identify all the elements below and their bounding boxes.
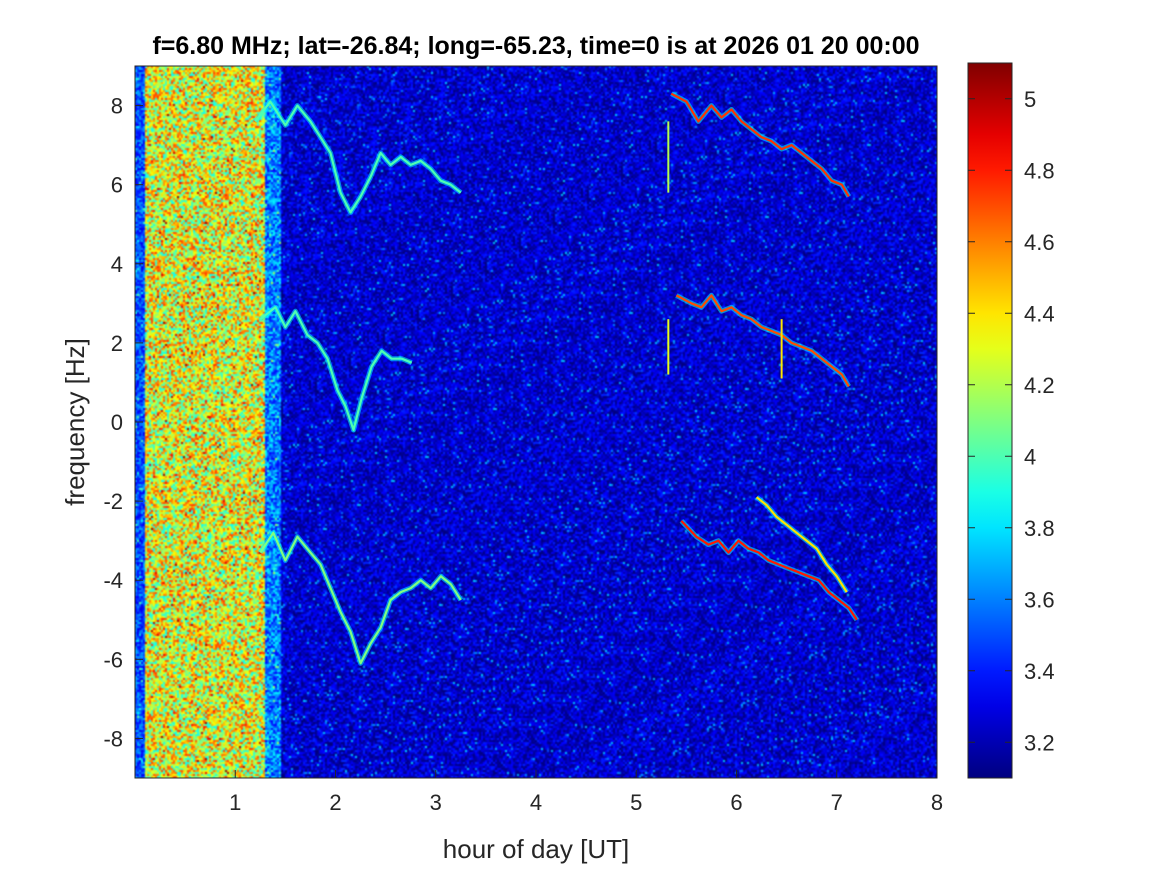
echo-trace-2 — [259, 306, 413, 431]
echo-trace-7 — [755, 496, 848, 593]
y-axis-label: frequency [Hz] — [60, 338, 90, 506]
x-axis: 1 2 3 4 5 6 7 8 — [229, 770, 943, 815]
x-axis-label: hour of day [UT] — [443, 834, 629, 864]
colorbar-tick-label: 3.6 — [1024, 587, 1055, 612]
y-axis: -8 -6 -4 -2 0 2 4 6 8 — [103, 94, 143, 751]
echo-trace-3 — [259, 531, 462, 665]
y-tick-label: -2 — [103, 489, 123, 514]
colorbar: 3.2 3.4 3.6 3.8 4 4.2 4.4 4.6 4.8 5 — [967, 62, 1055, 779]
y-tick-label: 0 — [111, 410, 123, 435]
colorbar-tick-label: 4.6 — [1024, 230, 1055, 255]
echo-trace-5 — [675, 294, 850, 387]
chart-title: f=6.80 MHz; lat=-26.84; long=-65.23, tim… — [152, 32, 919, 60]
plot-area — [134, 65, 938, 779]
y-tick-label: 6 — [111, 173, 123, 198]
x-tick-label: 4 — [530, 790, 542, 815]
colorbar-tick-label: 4.4 — [1024, 301, 1055, 326]
echo-trace-6 — [680, 520, 858, 621]
x-tick-label: 3 — [430, 790, 442, 815]
spectrogram-heatmap — [135, 66, 937, 778]
colorbar-tick-label: 4.2 — [1024, 373, 1055, 398]
x-tick-label: 5 — [630, 790, 642, 815]
x-tick-label: 2 — [329, 790, 341, 815]
y-tick-label: -8 — [103, 726, 123, 751]
colorbar-tick-label: 3.2 — [1024, 730, 1055, 755]
colorbar-tick-label: 4.8 — [1024, 158, 1055, 183]
colorbar-tick-label: 3.8 — [1024, 516, 1055, 541]
trace-layer — [253, 91, 859, 666]
y-tick-label: 2 — [111, 331, 123, 356]
colorbar-tick-label: 4 — [1024, 444, 1036, 469]
echo-trace-1 — [254, 100, 462, 214]
y-tick-label: 8 — [111, 94, 123, 119]
x-tick-label: 1 — [229, 790, 241, 815]
x-tick-label: 7 — [831, 790, 843, 815]
colorbar-tick-label: 3.4 — [1024, 659, 1055, 684]
y-tick-label: 4 — [111, 252, 123, 277]
colorbar-ticks: 3.2 3.4 3.6 3.8 4 4.2 4.4 4.6 4.8 5 — [968, 87, 1055, 755]
y-tick-label: -4 — [103, 568, 123, 593]
colorbar-tick-label: 5 — [1024, 87, 1036, 112]
x-tick-label: 8 — [931, 790, 943, 815]
y-tick-label: -6 — [103, 647, 123, 672]
x-tick-label: 6 — [730, 790, 742, 815]
echo-trace-4 — [670, 92, 850, 198]
colorbar-scale — [967, 62, 1013, 779]
